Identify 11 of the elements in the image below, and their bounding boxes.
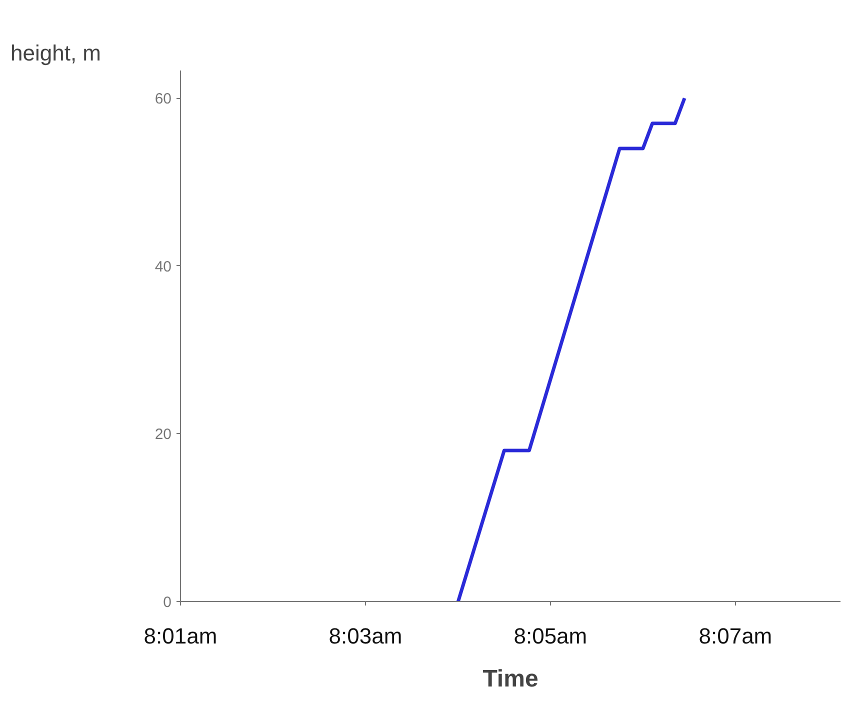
x-tick-label: 8:05am	[514, 624, 588, 648]
line-series	[456, 96, 686, 602]
y-axis-title: height, m	[10, 40, 101, 66]
y-tick-label: 0	[163, 594, 172, 611]
x-axis-title: Time	[482, 666, 538, 692]
y-tick-label: 40	[154, 258, 172, 276]
x-tick-label: 8:01am	[144, 624, 218, 648]
x-tick-label: 8:03am	[328, 624, 402, 648]
y-tick-label: 60	[154, 90, 172, 108]
x-tick-label: 8:07am	[698, 624, 772, 648]
y-tick-label: 20	[154, 426, 172, 444]
